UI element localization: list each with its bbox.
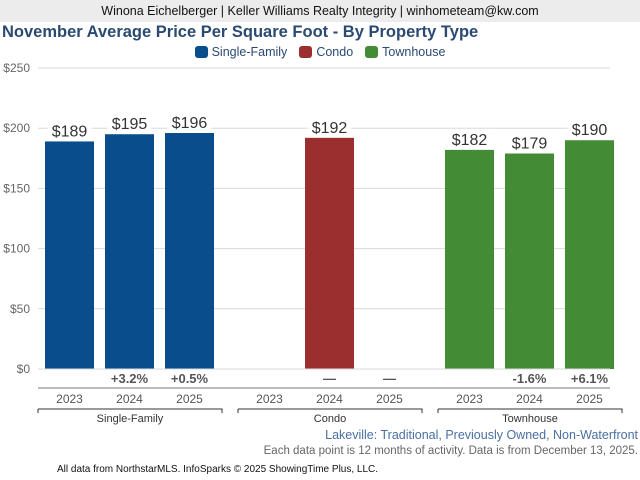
legend-swatch (194, 46, 208, 58)
legend-label: Condo (316, 45, 354, 59)
legend-item-single-family[interactable]: Single-Family (194, 45, 288, 59)
change-label: — (383, 371, 396, 386)
bar-single-family-2025 (165, 133, 214, 369)
bar-label-bg (507, 132, 552, 151)
group-bracket (37, 408, 223, 413)
bar-label-bg (447, 128, 492, 147)
change-label: — (323, 371, 336, 386)
group-bracket (437, 408, 623, 413)
group-label: Single-Family (97, 413, 164, 425)
chart-title: November Average Price Per Square Foot -… (2, 23, 479, 41)
x-tick-label: 2024 (116, 392, 143, 406)
legend-swatch (365, 46, 379, 58)
change-label: +3.2% (111, 371, 149, 386)
bar-townhouse-2023 (445, 149, 494, 369)
bar-value-label: $196 (172, 115, 208, 132)
x-tick-label: 2025 (176, 392, 203, 406)
x-tick-label: 2024 (516, 392, 543, 406)
bar-value-label: $190 (572, 122, 608, 139)
bar-value-label: $182 (452, 132, 488, 149)
bar-label-bg (167, 112, 212, 131)
bar-value-label: $192 (312, 120, 348, 137)
x-tick-label: 2025 (376, 392, 403, 406)
bar-condo-2024 (305, 137, 354, 369)
legend-item-condo[interactable]: Condo (299, 45, 353, 59)
group-label: Condo (314, 413, 346, 425)
chart-subtitle: Lakeville: Traditional, Previously Owned… (325, 428, 638, 442)
legend-label: Townhouse (382, 45, 446, 59)
change-label: +6.1% (571, 371, 609, 386)
x-tick-label: 2023 (56, 392, 83, 406)
x-tick-label: 2024 (316, 392, 343, 406)
group-bracket (237, 408, 423, 413)
bar-townhouse-2024 (505, 153, 554, 369)
bar-value-label: $195 (112, 116, 148, 133)
bar-single-family-2024 (105, 134, 154, 369)
bar-label-bg (567, 119, 612, 138)
legend-swatch (299, 46, 313, 58)
bar-single-family-2023 (45, 141, 94, 369)
legend-item-townhouse[interactable]: Townhouse (365, 45, 445, 59)
y-tick-label: $50 (10, 302, 30, 316)
bar-label-bg (307, 116, 352, 135)
legend-label: Single-Family (211, 45, 288, 59)
y-tick-label: $0 (17, 362, 31, 376)
y-tick-label: $200 (3, 121, 30, 135)
x-tick-label: 2023 (456, 392, 483, 406)
group-label: Townhouse (502, 413, 558, 425)
change-label: -1.6% (513, 371, 547, 386)
x-tick-label: 2025 (576, 392, 603, 406)
y-tick-label: $250 (3, 61, 30, 75)
y-tick-label: $100 (3, 242, 30, 256)
agent-header: Winona Eichelberger | Keller Williams Re… (0, 0, 640, 22)
bar-value-label: $179 (512, 135, 548, 152)
bar-label-bg (107, 113, 152, 132)
chart-area: $0 $50 $100 $150 $200 $250 $189 2023 $195 +3.2% 20… (3, 61, 623, 425)
x-tick-label: 2023 (256, 392, 283, 406)
bar-label-bg (47, 120, 92, 139)
footer-credit: All data from NorthstarMLS. InfoSparks ©… (57, 464, 379, 475)
bar-value-label: $189 (52, 123, 88, 140)
legend: Single-Family Condo Townhouse (0, 45, 640, 59)
change-label: +0.5% (171, 371, 209, 386)
data-note: Each data point is 12 months of activity… (263, 445, 638, 457)
y-tick-label: $150 (3, 181, 30, 195)
bar-townhouse-2025 (565, 140, 614, 369)
